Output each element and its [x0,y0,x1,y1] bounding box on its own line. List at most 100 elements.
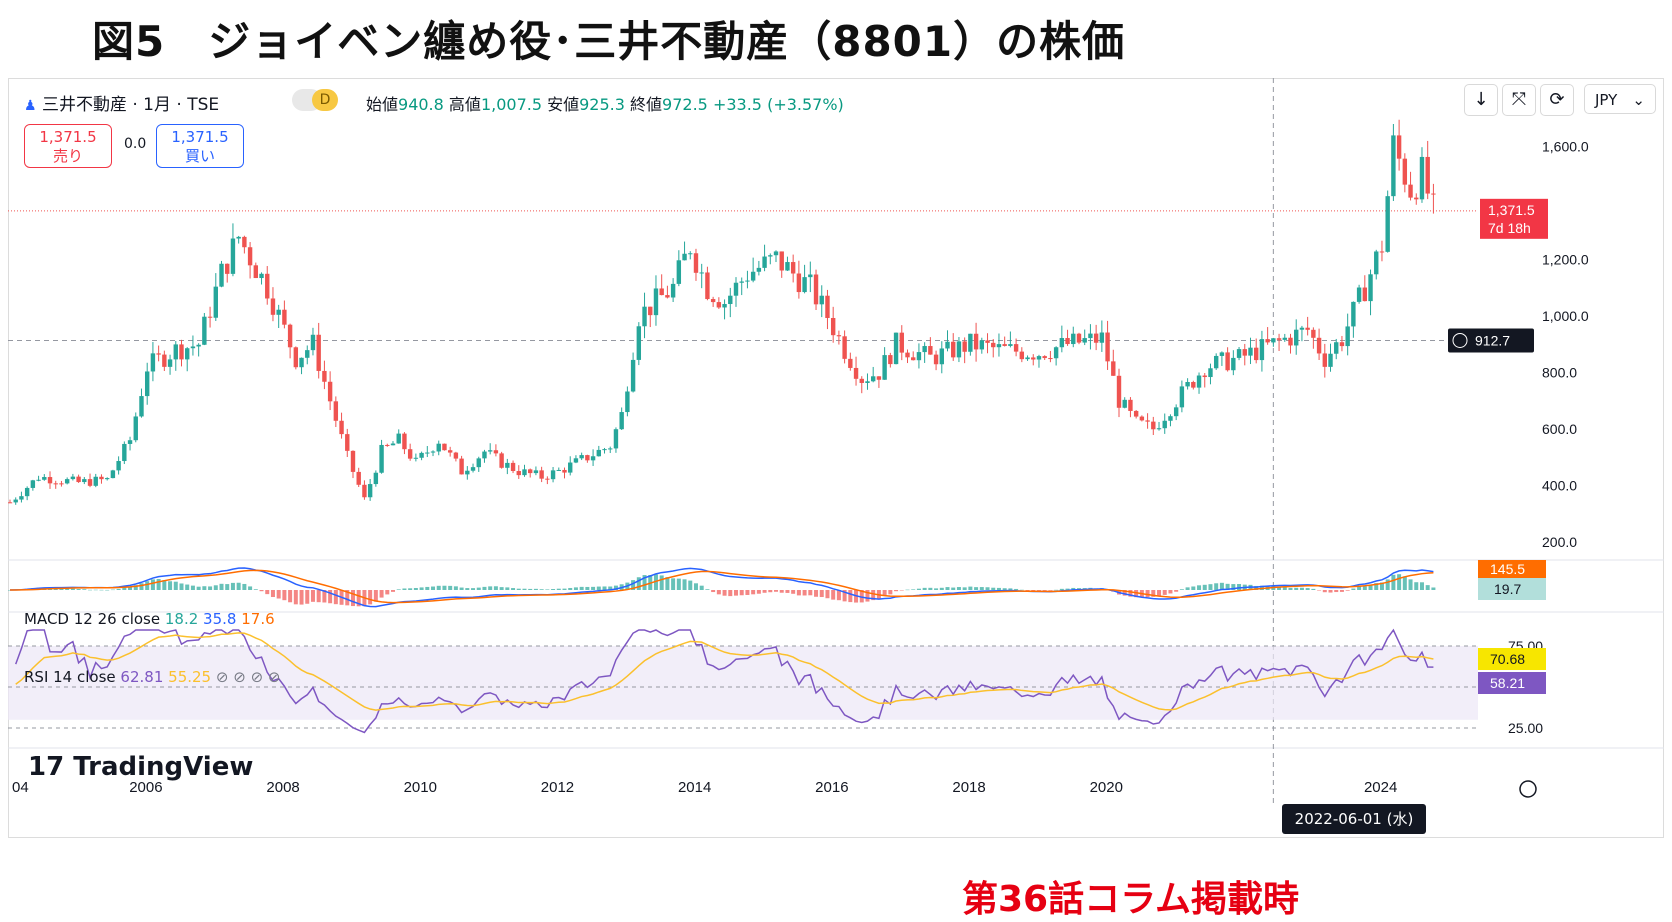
rsi-legend[interactable]: RSI 14 close 62.81 55.25 ⊘ ⊘ ⊘ ⊘ [24,668,280,686]
stock-chart[interactable]: 200.0 400.0 600.0 800.0 1,000.0 1,200.0 1,600.… [8,78,1664,838]
candle-body [550,470,556,480]
macd-histogram-bar [905,589,910,591]
candle-body [756,267,762,272]
candle-body [247,247,253,266]
candle-body [865,381,870,383]
candle-body [1196,375,1202,388]
candle-body [1093,333,1099,343]
low-label: 安値 [547,95,580,114]
collapse-icon[interactable]: ⤧ [1502,84,1536,116]
candle-body [1185,382,1190,387]
candle-body [282,309,287,325]
candle-body [42,477,47,480]
candle-body [499,453,504,468]
candle-body [1362,287,1368,302]
macd-histogram-bar [1277,586,1282,590]
candle-body [653,288,659,316]
candle-body [1236,349,1242,358]
macd-histogram-bar [934,588,939,590]
macd-histogram-bar [122,587,127,590]
candle-body [1253,347,1259,361]
macd-histogram-bar [1339,590,1344,592]
candle-body [379,444,384,473]
candle-body [1328,353,1333,367]
download-icon[interactable]: ↓ [1464,84,1498,116]
macd-histogram-bar [1065,588,1070,590]
macd-histogram-bar [1014,588,1019,590]
macd-histogram-bar [1419,582,1424,590]
symbol-label[interactable]: ♟ 三井不動産 · 1月 · TSE [24,90,219,115]
macd-histogram-bar [922,587,927,590]
candle-body [327,381,333,402]
candle-body [76,476,81,483]
macd-histogram-bar [1402,576,1407,590]
candle-body [790,262,796,274]
candle-body [493,450,499,454]
macd-histogram-bar [928,587,933,590]
candle-body [1408,184,1413,198]
refresh-icon[interactable]: ⟳ [1540,84,1574,116]
macd-histogram-bar [631,580,636,590]
macd-histogram-bar [82,589,87,590]
rsi-ma-value: 55.25 [168,668,212,686]
y-tick-label: 200.0 [1542,534,1577,550]
candle-body [225,263,230,274]
candle-body [1202,375,1207,378]
macd-histogram-bar [345,590,350,606]
x-tick-label: 2016 [815,779,848,796]
countdown-text: 7d 18h [1488,220,1531,236]
candle-body [373,472,379,485]
currency-select[interactable]: JPY ⌄ [1584,84,1656,114]
interval-badge[interactable]: D [312,89,338,111]
candle-body [1133,410,1139,417]
macd-histogram-bar [665,577,670,590]
macd-histogram-bar [1408,579,1413,590]
candle-body [333,401,339,421]
candle-body [1271,338,1276,343]
macd-histogram-bar [911,589,916,590]
candle-body [693,253,699,273]
candle-body [648,306,653,316]
macd-histogram-bar [419,587,424,590]
candle-body [116,461,121,471]
candle-body [830,317,836,336]
macd-pane [8,567,1436,608]
candle-body [882,355,887,380]
candle-body [505,462,510,468]
macd-histogram-bar [368,590,373,605]
macd-badge-a-text: 145.5 [1490,561,1525,577]
candle-body [625,391,630,413]
macd-histogram-bar [894,590,899,592]
macd-histogram-bar [328,590,333,604]
macd-histogram-bar [751,590,756,595]
macd-histogram-bar [968,586,973,590]
candle-body [659,288,664,296]
macd-histogram-bar [310,590,315,602]
macd-histogram-bar [150,579,155,590]
sell-button[interactable]: 1,371.5 売り [24,124,112,168]
candle-body [928,346,933,355]
macd-histogram-bar [996,587,1001,590]
macd-histogram-bar [1379,582,1384,590]
open-value: 940.8 [398,95,444,114]
candle-body [1179,386,1185,408]
macd-histogram-bar [385,590,390,595]
macd-histogram-bar [1288,587,1293,590]
candle-body [1191,382,1196,388]
candle-body [796,273,802,293]
annotation-label: 第36話コラム掲載時 [962,870,1299,922]
candle-body [522,469,527,476]
macd-histogram-bar [1128,590,1133,597]
candle-body [1339,342,1345,347]
candle-body [276,309,281,315]
candle-body [190,346,196,349]
candle-body [848,358,853,368]
macd-histogram-bar [1031,590,1036,591]
candle-body [316,334,321,371]
hidden-values-icon: ⊘ ⊘ ⊘ ⊘ [215,668,281,686]
macd-histogram-bar [1431,587,1436,590]
macd-legend[interactable]: MACD 12 26 close 18.2 35.8 17.6 [24,610,275,628]
x-tick-label: 2018 [952,779,985,796]
candle-body [293,347,299,368]
buy-button[interactable]: 1,371.5 買い [156,124,244,168]
